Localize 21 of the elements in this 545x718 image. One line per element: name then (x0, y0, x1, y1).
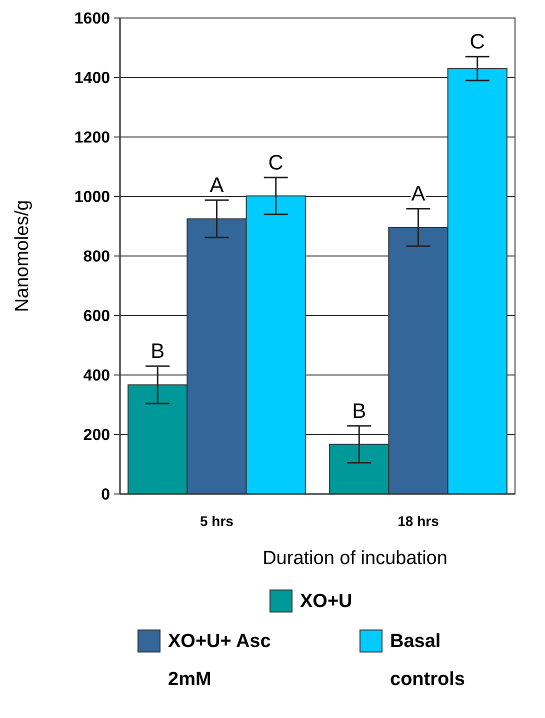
legend-label: Basal controls (390, 631, 465, 690)
y-tick-label: 1000 (74, 189, 110, 206)
y-tick-label: 200 (83, 427, 110, 444)
annotation: B (150, 340, 165, 364)
y-tick-label: 0 (101, 486, 110, 504)
annotation: C (470, 30, 485, 54)
y-tick-label: 1400 (74, 70, 110, 88)
x-axis-title: Duration of incubation (262, 548, 448, 569)
y-tick-label: 400 (83, 368, 110, 385)
x-tick-label: 5 hrs (200, 513, 234, 529)
annotation: B (352, 400, 366, 423)
annotation: A (210, 174, 224, 198)
legend-label: XO+U+ Asc 2mM (168, 631, 272, 690)
annotation: C (268, 151, 284, 174)
y-tick-label: 600 (83, 308, 110, 326)
y-axis-title: Nanomoles/g (12, 200, 33, 312)
x-tick-label: 18 hrs (398, 513, 440, 529)
legend-label: XO+U (300, 591, 352, 612)
y-tick-label: 1200 (74, 130, 110, 147)
y-tick-label: 800 (83, 248, 110, 266)
y-tick-label: 1600 (74, 10, 110, 28)
